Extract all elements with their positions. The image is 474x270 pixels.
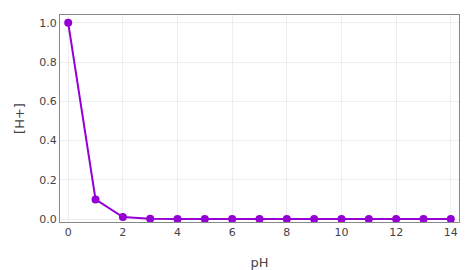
- svg-text:2: 2: [119, 226, 126, 239]
- svg-text:8: 8: [283, 226, 290, 239]
- svg-text:0.2: 0.2: [39, 174, 57, 187]
- svg-text:[H+]: [H+]: [12, 103, 27, 134]
- svg-text:4: 4: [174, 226, 181, 239]
- svg-text:0.4: 0.4: [39, 134, 57, 147]
- svg-text:0.8: 0.8: [39, 56, 57, 69]
- svg-text:0.0: 0.0: [39, 213, 57, 226]
- svg-text:0: 0: [65, 226, 72, 239]
- svg-text:6: 6: [229, 226, 236, 239]
- svg-text:0.6: 0.6: [39, 95, 57, 108]
- svg-text:14: 14: [444, 226, 458, 239]
- svg-text:10: 10: [334, 226, 348, 239]
- svg-text:pH: pH: [250, 255, 268, 270]
- svg-text:12: 12: [389, 226, 403, 239]
- svg-text:1.0: 1.0: [39, 17, 57, 30]
